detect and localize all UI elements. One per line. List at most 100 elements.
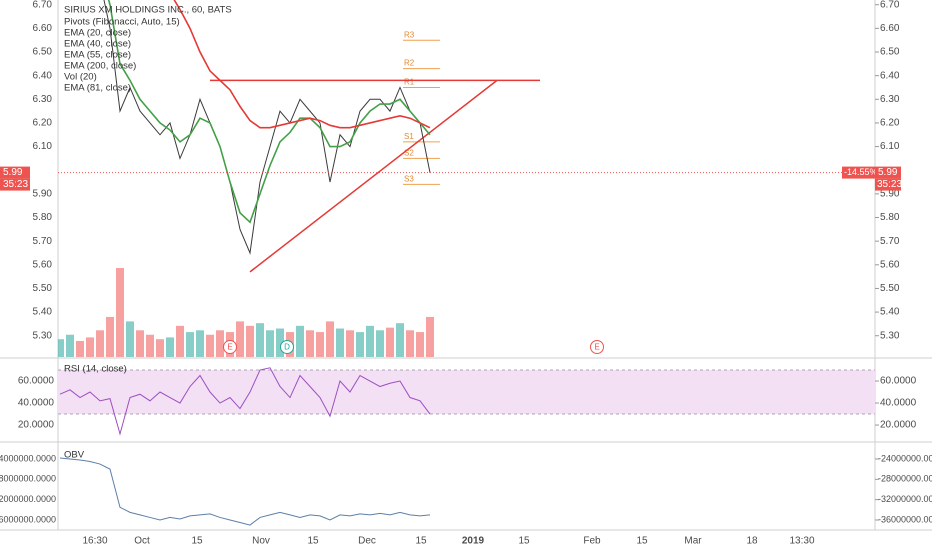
y-tick-label: 40.0000	[18, 398, 55, 409]
time-label: 18	[746, 536, 758, 547]
y-tick-label: -32000000.0000	[878, 494, 932, 504]
y-tick-label: 6.20	[880, 118, 900, 129]
volume-bar	[396, 323, 404, 357]
time-label: Nov	[252, 536, 270, 547]
price-badge	[875, 166, 901, 179]
rsi-pane	[58, 367, 875, 436]
volume-bar	[296, 325, 304, 357]
volume-bar	[426, 316, 434, 357]
indicator-legend: EMA (81, close)	[64, 83, 131, 94]
volume-bar	[196, 330, 204, 357]
volume-bar	[336, 328, 344, 357]
time-label: 16:30	[82, 536, 107, 547]
obv-pane	[59, 457, 431, 526]
y-tick-label: 6.40	[33, 70, 53, 81]
time-label: Feb	[583, 536, 601, 547]
y-tick-label: -32000000.0000	[0, 494, 56, 504]
volume-bar	[246, 325, 254, 357]
event-marker	[280, 340, 294, 354]
volume-bar	[316, 332, 324, 357]
volume-bar	[166, 337, 174, 357]
volume-bar	[76, 340, 84, 357]
indicator-legend: EMA (40, close)	[64, 39, 131, 50]
y-tick-label: 6.70	[33, 0, 53, 10]
event-label: E	[227, 343, 232, 352]
volume-bar	[86, 337, 94, 357]
y-tick-label: -36000000.0000	[0, 514, 56, 524]
chart-title: SIRIUS XM HOLDINGS INC., 60, BATS	[64, 5, 232, 16]
event-label: D	[284, 343, 290, 352]
main-pane: R3 R2 R1 S1 S2 S3	[58, 0, 875, 357]
y-tick-label: 6.10	[33, 141, 53, 152]
volume-bar	[146, 334, 154, 357]
y-tick-label: 60.0000	[18, 376, 55, 387]
pivot-label: S1	[404, 132, 414, 141]
time-label: 15	[307, 536, 319, 547]
rsi-line	[59, 367, 431, 436]
time-label: 2019	[462, 536, 485, 547]
y-tick-label: 6.20	[33, 118, 53, 129]
time-label: Oct	[134, 536, 150, 547]
countdown-badge	[875, 178, 901, 191]
y-tick-label: 6.30	[33, 94, 53, 105]
series-line	[107, 0, 431, 224]
volume-bar	[356, 332, 364, 357]
y-tick-label: 6.10	[880, 141, 900, 152]
volume-bar	[366, 325, 374, 357]
change-label: -14.55%	[844, 167, 878, 177]
pane-title: RSI (14, close)	[64, 364, 127, 375]
series-line	[173, 0, 431, 129]
volume-bar	[326, 321, 334, 357]
y-tick-label: 5.70	[880, 236, 900, 247]
volume-bar	[256, 323, 264, 357]
y-tick-label: 6.60	[33, 23, 53, 34]
y-tick-label: 5.40	[880, 307, 900, 318]
y-tick-label: 5.40	[33, 307, 53, 318]
y-tick-label: 60.0000	[880, 376, 917, 387]
volume-bar	[186, 332, 194, 357]
obv-line	[59, 457, 431, 526]
indicator-legend: EMA (200, close)	[64, 61, 136, 72]
last-price-label: 5.99	[878, 167, 898, 178]
indicator-legend: Pivots (Fibonacci, Auto, 15)	[64, 17, 180, 28]
y-tick-label: 5.50	[880, 283, 900, 294]
y-tick-label: 6.40	[880, 70, 900, 81]
pivot-label: R3	[404, 30, 415, 39]
y-tick-label: 6.50	[33, 47, 53, 58]
rsi-band	[58, 370, 875, 415]
y-tick-label: 6.70	[880, 0, 900, 10]
volume-bar	[266, 330, 274, 357]
y-tick-label: 20.0000	[880, 420, 917, 431]
y-tick-label: 5.60	[33, 259, 53, 270]
volume-bar	[58, 339, 64, 357]
countdown: 35:23	[877, 179, 902, 190]
pivot-label: S2	[404, 149, 414, 158]
volume-bar	[96, 330, 104, 357]
y-tick-label: 6.60	[880, 23, 900, 34]
time-label: Dec	[358, 536, 376, 547]
volume-bar	[156, 339, 164, 357]
y-tick-label: -36000000.0000	[878, 514, 932, 524]
volume-bar	[116, 268, 124, 357]
volume-bar	[236, 321, 244, 357]
indicator-legend: EMA (20, close)	[64, 28, 131, 39]
time-label: 15	[415, 536, 427, 547]
pivot-label: S3	[404, 175, 414, 184]
y-tick-label: 40.0000	[880, 398, 917, 409]
y-tick-label: 6.30	[880, 94, 900, 105]
volume-bar	[276, 328, 284, 357]
time-label: 15	[191, 536, 203, 547]
event-marker	[223, 340, 237, 354]
trend-line	[249, 79, 498, 273]
time-label: Mar	[684, 536, 702, 547]
y-tick-label: 6.50	[880, 47, 900, 58]
y-tick-label: 5.70	[33, 236, 53, 247]
y-tick-label: 5.80	[33, 212, 53, 223]
y-tick-label: 5.90	[33, 189, 53, 200]
volume-bar	[216, 330, 224, 357]
time-label: 13:30	[789, 536, 814, 547]
y-tick-label: -28000000.0000	[0, 474, 56, 484]
volume-bar	[206, 334, 214, 357]
